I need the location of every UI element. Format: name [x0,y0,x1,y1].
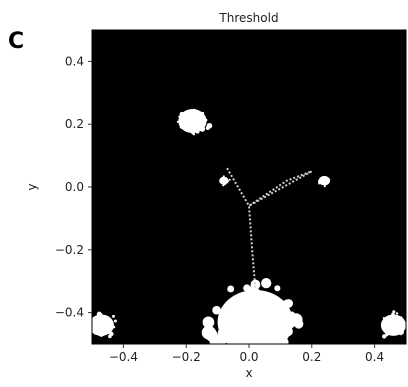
x-axis-ticks: −0.4 −0.2 0.0 0.2 0.4 [109,344,384,364]
region-blob-right [317,175,331,188]
y-tick-label: −0.4 [55,306,84,320]
x-tick-label: 0.2 [302,350,321,364]
threshold-regions [92,108,406,344]
y-tick-label: 0.0 [65,180,84,194]
region-patch-bottom-right [380,310,406,339]
x-axis-label: x [245,366,252,380]
x-tick-label: −0.4 [109,350,138,364]
plot-area [91,29,407,345]
y-tick-label: 0.4 [65,54,84,68]
region-blob-upper-left [176,108,213,136]
y-tick-label: 0.2 [65,117,84,131]
region-patch-bottom-left [92,311,117,339]
y-axis-label: y [25,183,39,190]
panel-label: C [8,29,24,54]
region-mass-bottom-center [201,277,304,344]
x-tick-label: 0.4 [365,350,384,364]
y-axis-ticks: 0.4 0.2 0.0 −0.2 −0.4 [55,54,92,320]
chart-title: Threshold [218,11,278,25]
x-tick-label: −0.2 [172,350,201,364]
region-blob-center-left [219,175,231,187]
x-tick-label: 0.0 [239,350,258,364]
y-tick-label: −0.2 [55,243,84,257]
